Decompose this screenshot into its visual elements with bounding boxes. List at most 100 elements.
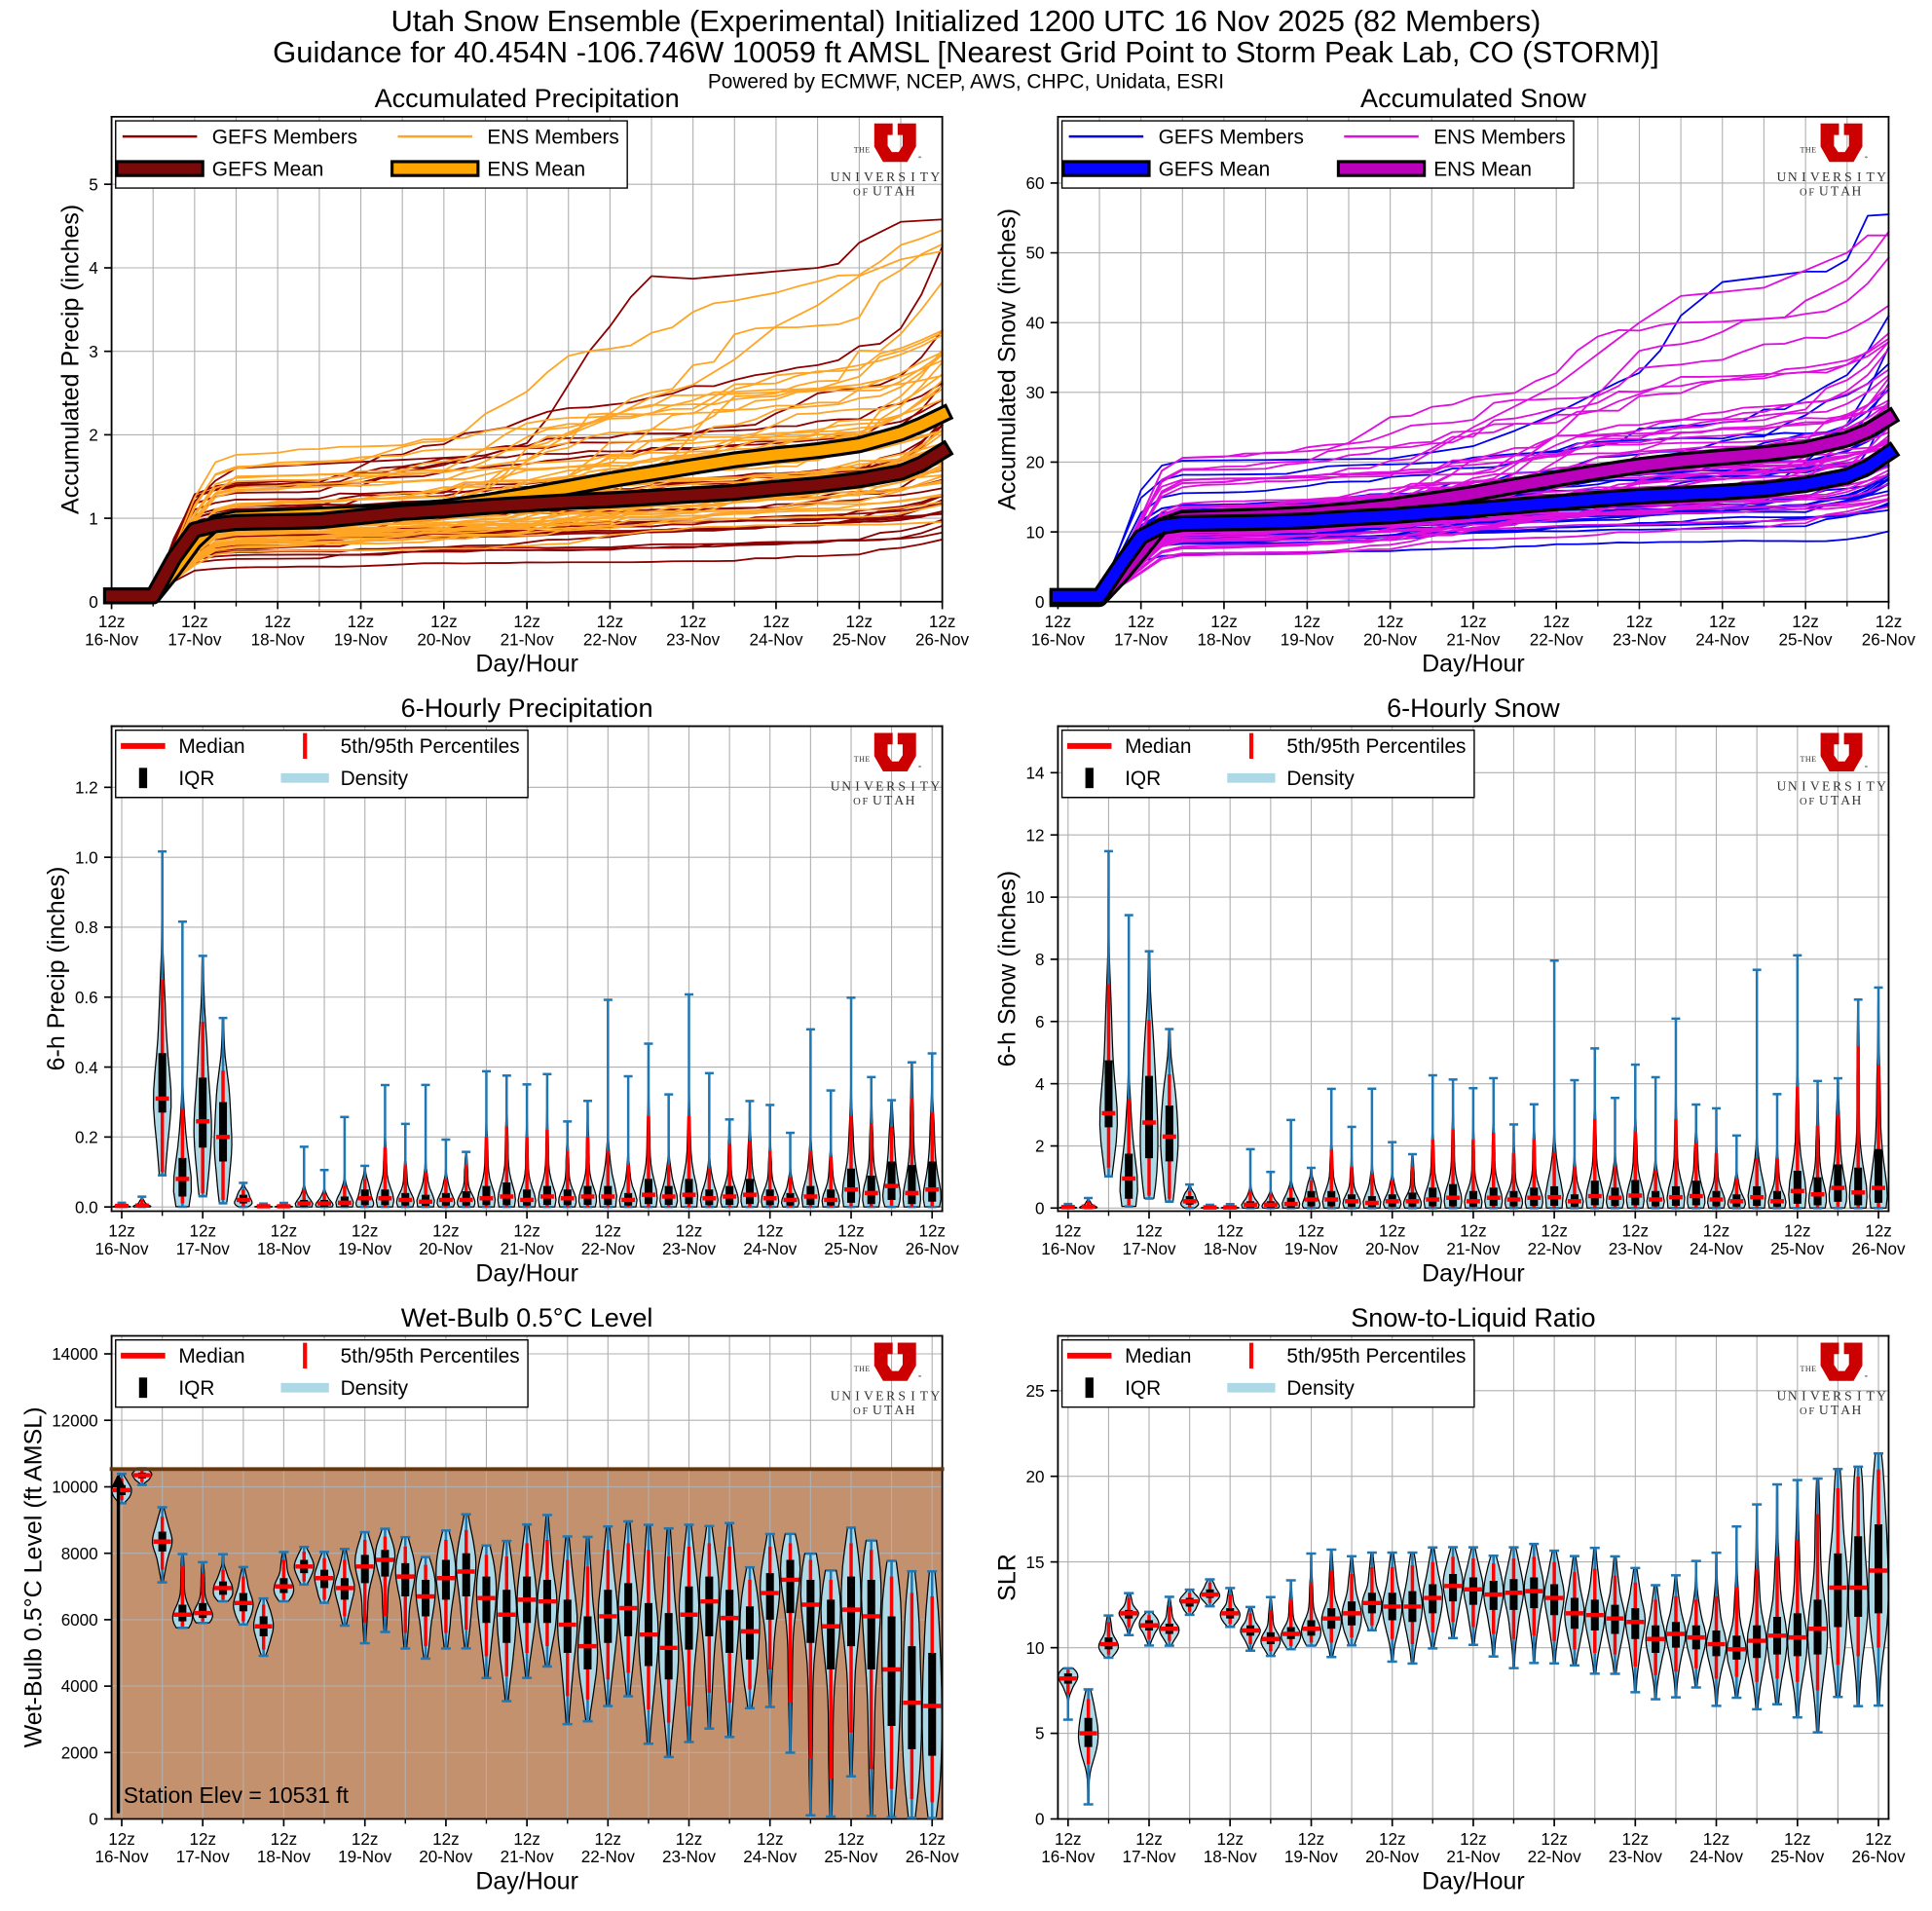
svg-text:N: N <box>1788 169 1798 184</box>
svg-text:T: T <box>1867 169 1876 184</box>
svg-text:19-Nov: 19-Nov <box>1284 1848 1339 1866</box>
svg-text:T: T <box>1801 1365 1805 1373</box>
svg-text:T: T <box>1831 793 1839 807</box>
svg-text:17-Nov: 17-Nov <box>176 1240 231 1258</box>
svg-text:12z: 12z <box>680 613 707 631</box>
svg-text:I: I <box>1802 779 1806 794</box>
svg-text:Median: Median <box>178 735 244 758</box>
svg-text:E: E <box>1822 1388 1830 1403</box>
svg-text:25-Nov: 25-Nov <box>1770 1240 1825 1258</box>
svg-text:5: 5 <box>89 175 97 194</box>
svg-text:19-Nov: 19-Nov <box>338 1240 392 1258</box>
svg-text:12z: 12z <box>1135 1830 1163 1849</box>
svg-text:T: T <box>1831 1403 1839 1417</box>
svg-text:26-Nov: 26-Nov <box>1852 1240 1907 1258</box>
svg-text:1.0: 1.0 <box>75 848 98 867</box>
svg-text:6-Hourly Precipitation: 6-Hourly Precipitation <box>401 693 653 723</box>
svg-text:H: H <box>1805 146 1811 155</box>
svg-text:Median: Median <box>178 1345 244 1368</box>
svg-text:Wet-Bulb 0.5°C Level: Wet-Bulb 0.5°C Level <box>401 1302 653 1332</box>
svg-text:21-Nov: 21-Nov <box>501 1240 555 1258</box>
svg-text:Day/Hour: Day/Hour <box>1422 651 1525 678</box>
svg-text:12z: 12z <box>1709 613 1736 631</box>
svg-text:23-Nov: 23-Nov <box>666 631 721 650</box>
svg-text:I: I <box>1802 169 1806 184</box>
svg-text:T: T <box>854 1365 859 1373</box>
svg-text:Y: Y <box>930 1388 940 1403</box>
svg-text:E: E <box>875 169 883 184</box>
svg-text:R: R <box>1833 169 1842 184</box>
svg-text:Day/Hour: Day/Hour <box>475 651 578 678</box>
svg-text:12z: 12z <box>1055 1830 1082 1849</box>
svg-text:12z: 12z <box>1792 613 1819 631</box>
svg-text:Median: Median <box>1125 735 1191 758</box>
svg-text:16-Nov: 16-Nov <box>95 1848 150 1866</box>
svg-text:H: H <box>1851 793 1861 807</box>
svg-text:F: F <box>863 1406 869 1417</box>
svg-text:Day/Hour: Day/Hour <box>475 1867 578 1894</box>
svg-text:18-Nov: 18-Nov <box>1197 631 1251 650</box>
svg-text:8000: 8000 <box>61 1545 98 1563</box>
svg-text:Wet-Bulb 0.5°C Level (ft AMSL): Wet-Bulb 0.5°C Level (ft AMSL) <box>19 1406 47 1747</box>
svg-text:12z: 12z <box>1622 1830 1650 1849</box>
svg-text:1.2: 1.2 <box>75 779 98 798</box>
svg-text:U: U <box>1819 793 1829 807</box>
svg-text:14000: 14000 <box>52 1345 98 1364</box>
svg-text:V: V <box>864 1388 873 1403</box>
svg-text:20-Nov: 20-Nov <box>1365 1240 1420 1258</box>
svg-text:T: T <box>884 1403 893 1417</box>
svg-text:H: H <box>906 183 915 198</box>
svg-text:25-Nov: 25-Nov <box>833 631 887 650</box>
svg-text:6: 6 <box>1035 1013 1045 1031</box>
svg-text:17-Nov: 17-Nov <box>1123 1848 1177 1866</box>
svg-text:N: N <box>841 1388 851 1403</box>
svg-text:H: H <box>859 755 865 764</box>
svg-text:I: I <box>1802 1388 1806 1403</box>
svg-text:O: O <box>1800 797 1807 807</box>
svg-text:24-Nov: 24-Nov <box>743 1848 798 1866</box>
svg-text:U: U <box>831 779 840 794</box>
svg-text:V: V <box>1810 779 1820 794</box>
svg-text:24-Nov: 24-Nov <box>1690 1240 1744 1258</box>
svg-text:Density: Density <box>341 1377 409 1400</box>
svg-text:IQR: IQR <box>178 768 214 790</box>
svg-text:12z: 12z <box>1626 613 1653 631</box>
svg-text:T: T <box>1867 1388 1876 1403</box>
svg-text:E: E <box>875 1388 883 1403</box>
svg-text:5th/95th Percentiles: 5th/95th Percentiles <box>341 735 520 758</box>
svg-text:10: 10 <box>1026 1639 1045 1658</box>
svg-text:4: 4 <box>89 259 97 278</box>
svg-text:0.0: 0.0 <box>75 1198 98 1217</box>
svg-text:Y: Y <box>1876 779 1886 794</box>
svg-text:R: R <box>886 169 896 184</box>
svg-text:A: A <box>1840 793 1850 807</box>
svg-text:23-Nov: 23-Nov <box>662 1848 717 1866</box>
svg-text:25-Nov: 25-Nov <box>1770 1848 1825 1866</box>
svg-text:12z: 12z <box>1703 1222 1730 1241</box>
svg-text:A: A <box>1840 183 1850 198</box>
svg-text:20: 20 <box>1026 454 1045 472</box>
svg-text:E: E <box>1822 779 1830 794</box>
svg-text:U: U <box>1819 1403 1829 1417</box>
svg-text:H: H <box>1851 183 1861 198</box>
svg-text:26-Nov: 26-Nov <box>906 1240 960 1258</box>
svg-text:12z: 12z <box>1865 1222 1892 1241</box>
svg-text:12z: 12z <box>430 613 458 631</box>
svg-text:T: T <box>1831 183 1839 198</box>
svg-text:12z: 12z <box>1298 1222 1325 1241</box>
svg-text:O: O <box>853 1406 861 1417</box>
svg-text:12z: 12z <box>1784 1222 1811 1241</box>
svg-text:I: I <box>910 779 915 794</box>
svg-text:A: A <box>894 793 904 807</box>
svg-text:I: I <box>1857 779 1862 794</box>
svg-text:V: V <box>1810 169 1820 184</box>
svg-text:12z: 12z <box>837 1222 865 1241</box>
svg-text:12z: 12z <box>1055 1222 1082 1241</box>
svg-text:ENS Mean: ENS Mean <box>487 158 585 180</box>
svg-text:IQR: IQR <box>1125 768 1161 790</box>
svg-text:0: 0 <box>1035 593 1045 612</box>
svg-text:12z: 12z <box>271 1222 298 1241</box>
svg-text:E: E <box>1811 1365 1816 1373</box>
svg-text:12z: 12z <box>189 1222 216 1241</box>
svg-text:12z: 12z <box>1460 613 1487 631</box>
